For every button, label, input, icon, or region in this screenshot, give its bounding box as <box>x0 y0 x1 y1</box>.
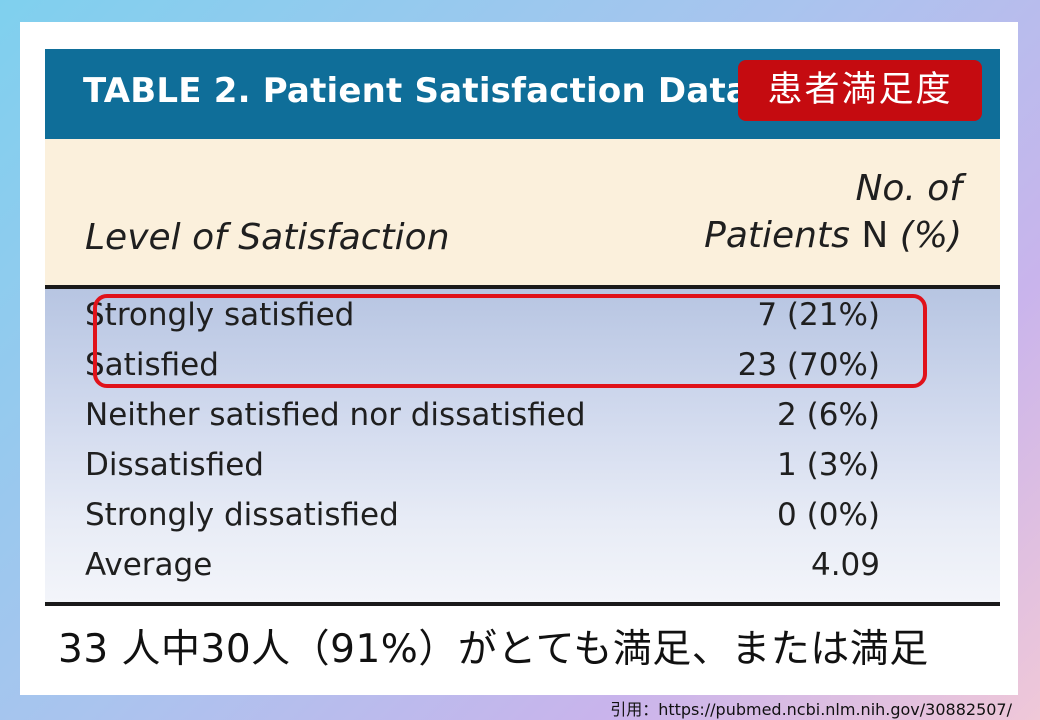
column-header-row: Level of Satisfaction No. of Patients N … <box>45 139 1000 289</box>
satisfaction-table: TABLE 2. Patient Satisfaction Data 患者満足度… <box>45 49 1000 606</box>
row-value: 0 (0%) <box>777 497 880 533</box>
table-header-bar: TABLE 2. Patient Satisfaction Data 患者満足度 <box>45 49 1000 139</box>
table-body: Strongly satisfied 7 (21%) Satisfied 23 … <box>45 289 1000 606</box>
table-row: Dissatisfied 1 (3%) <box>45 439 1000 489</box>
row-label: Strongly satisfied <box>85 297 355 333</box>
row-value: 23 (70%) <box>737 347 880 383</box>
row-label: Strongly dissatisfied <box>85 497 399 533</box>
row-value: 2 (6%) <box>777 397 880 433</box>
table-row: Neither satisfied nor dissatisfied 2 (6%… <box>45 389 1000 439</box>
column-header-n: N <box>861 215 889 256</box>
column-header-count-line1: No. of <box>855 168 962 209</box>
source-citation: 引用：https://pubmed.ncbi.nlm.nih.gov/30882… <box>610 700 1012 719</box>
column-header-count: No. of Patients N (%) <box>704 165 962 259</box>
slide-card: TABLE 2. Patient Satisfaction Data 患者満足度… <box>20 22 1018 695</box>
table-title: TABLE 2. Patient Satisfaction Data <box>83 71 750 111</box>
column-header-count-line2: Patients N (%) <box>704 212 962 259</box>
table-row: Strongly satisfied 7 (21%) <box>45 289 1000 339</box>
row-label: Satisfied <box>85 347 219 383</box>
row-label: Average <box>85 547 213 583</box>
table-row: Satisfied 23 (70%) <box>45 339 1000 389</box>
column-header-patients: Patients <box>704 215 850 256</box>
row-label: Neither satisfied nor dissatisfied <box>85 397 586 433</box>
table-row: Strongly dissatisfied 0 (0%) <box>45 489 1000 539</box>
satisfied-highlight-box <box>93 294 927 388</box>
column-header-pct: (%) <box>899 215 962 256</box>
japanese-title-badge: 患者満足度 <box>738 60 982 121</box>
row-value: 1 (3%) <box>777 447 880 483</box>
summary-caption: 33 人中30人（91%）がとても満足、または満足 <box>58 627 929 672</box>
column-header-level: Level of Satisfaction <box>85 217 450 258</box>
row-value: 4.09 <box>810 547 880 583</box>
row-value: 7 (21%) <box>757 297 880 333</box>
table-row: Average 4.09 <box>45 539 1000 589</box>
row-label: Dissatisfied <box>85 447 264 483</box>
